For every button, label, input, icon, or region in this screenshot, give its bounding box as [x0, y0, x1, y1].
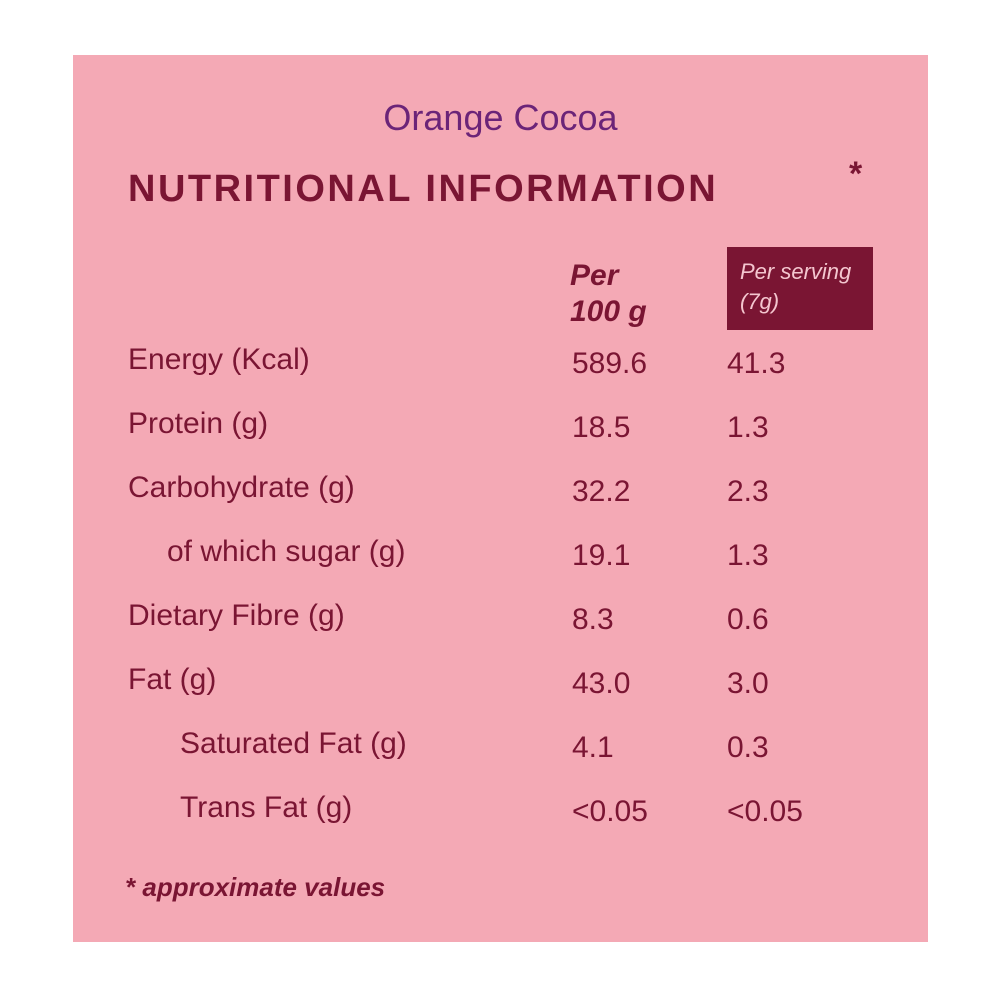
- footnote: * approximate values: [125, 872, 385, 903]
- column-header: Per 100 g: [570, 258, 647, 330]
- column-header-line: 100 g: [570, 295, 647, 328]
- row-value: <0.05: [572, 795, 648, 828]
- row-label: of which sugar (g): [167, 535, 406, 568]
- column-header: Per serving (7g): [740, 257, 851, 317]
- footnote-mark: *: [125, 872, 136, 902]
- row-label: Protein (g): [128, 407, 269, 440]
- row-value: 4.1: [572, 731, 614, 764]
- row-value: 19.1: [572, 539, 631, 572]
- row-value: 8.3: [572, 603, 614, 636]
- row-value: 32.2: [572, 475, 631, 508]
- row-label: Trans Fat (g): [180, 791, 353, 824]
- row-value: 41.3: [727, 347, 786, 380]
- row-label: Fat (g): [128, 663, 217, 696]
- row-value: 2.3: [727, 475, 769, 508]
- row-value: 0.3: [727, 731, 769, 764]
- column-header-box: [727, 247, 873, 330]
- row-value: <0.05: [727, 795, 803, 828]
- nutrition-panel: Orange Cocoa NUTRITIONAL INFORMATION * P…: [73, 55, 928, 942]
- heading-mark: *: [849, 155, 863, 193]
- row-value: 1.3: [727, 411, 769, 444]
- row-value: 0.6: [727, 603, 769, 636]
- column-header-line: (7g): [740, 289, 780, 314]
- footnote-text: approximate values: [142, 872, 386, 902]
- row-value: 1.3: [727, 539, 769, 572]
- row-value: 589.6: [572, 347, 648, 380]
- product-title: Orange Cocoa: [383, 97, 618, 138]
- row-value: 43.0: [572, 667, 631, 700]
- row-value: 3.0: [727, 667, 769, 700]
- row-label: Energy (Kcal): [128, 343, 310, 376]
- column-header-line: Per serving: [740, 259, 852, 284]
- column-header-line: Per: [570, 259, 619, 292]
- row-label: Saturated Fat (g): [180, 727, 407, 760]
- row-label: Carbohydrate (g): [128, 471, 355, 504]
- row-value: 18.5: [572, 411, 631, 444]
- heading: NUTRITIONAL INFORMATION: [128, 168, 719, 210]
- row-label: Dietary Fibre (g): [128, 599, 345, 632]
